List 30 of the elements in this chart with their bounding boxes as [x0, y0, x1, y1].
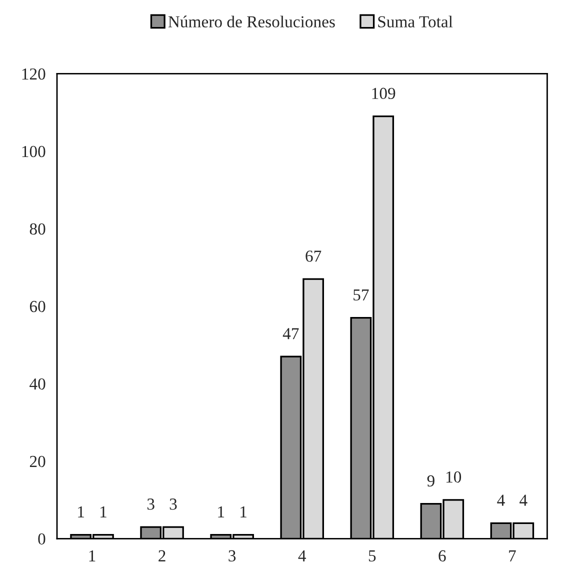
y-tick-label: 60 — [30, 300, 46, 312]
x-tick-label: 2 — [158, 550, 166, 562]
x-tick-label: 1 — [89, 550, 96, 562]
y-tick-label: 100 — [22, 146, 46, 158]
x-tick-label: 7 — [509, 550, 516, 562]
x-tick-label: 6 — [438, 550, 446, 562]
data-label: 1 — [218, 506, 224, 518]
data-label: 3 — [147, 498, 154, 510]
y-tick-label: 0 — [38, 533, 46, 545]
data-label: 1 — [240, 506, 246, 518]
x-tick-label: 5 — [368, 550, 376, 562]
x-tick-label: 4 — [298, 550, 306, 562]
y-tick-label: 20 — [30, 456, 46, 468]
y-tick-label: 120 — [22, 68, 46, 80]
data-label: 57 — [354, 289, 369, 301]
data-label: 67 — [306, 250, 322, 262]
legend-label: Suma Total — [378, 16, 453, 28]
data-label: 47 — [282, 328, 299, 340]
data-label: 10 — [446, 471, 462, 483]
data-label: 1 — [100, 506, 106, 518]
x-tick-label: 3 — [228, 550, 236, 562]
legend-label: Número de Resoluciones — [168, 16, 335, 28]
y-tick-label: 80 — [30, 223, 46, 235]
data-label: 109 — [372, 88, 396, 100]
data-label: 4 — [520, 494, 528, 506]
y-tick-label: 40 — [30, 378, 46, 390]
data-label: 3 — [170, 498, 177, 510]
data-label: 9 — [427, 475, 434, 487]
data-label: 4 — [497, 494, 505, 506]
data-label: 1 — [78, 506, 84, 518]
